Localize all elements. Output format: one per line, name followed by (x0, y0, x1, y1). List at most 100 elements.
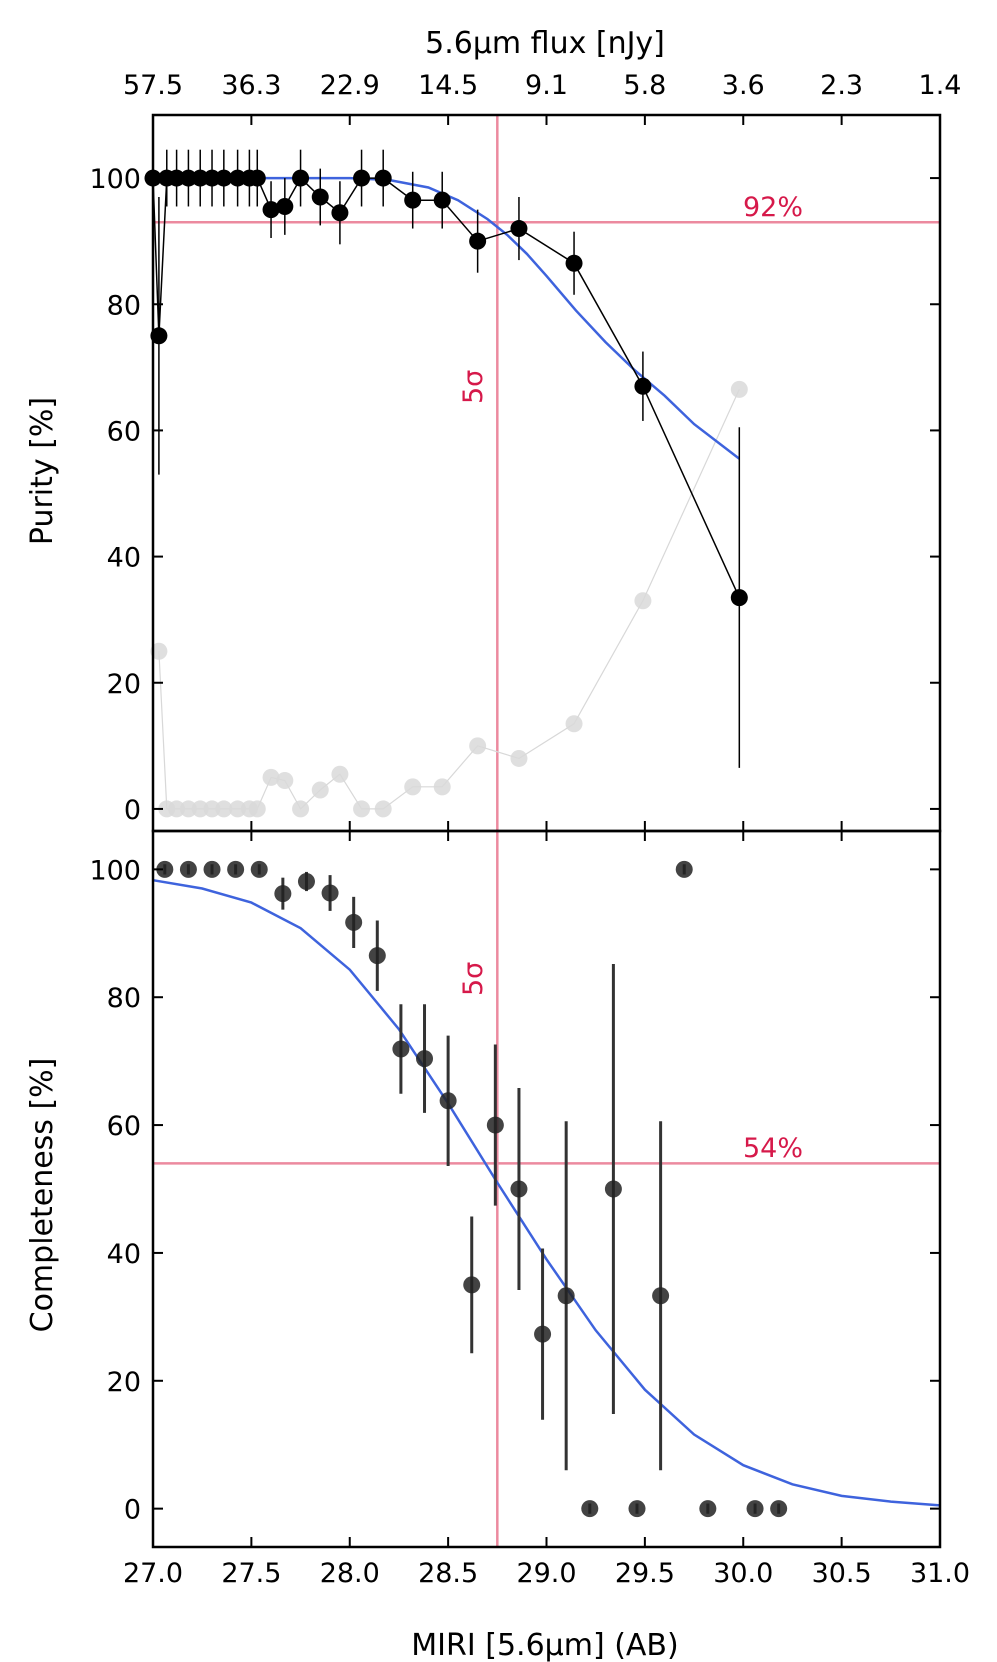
contamination-point (262, 768, 280, 786)
top-tick-label: 57.5 (123, 70, 183, 101)
purity-point (433, 191, 451, 209)
purity-point (510, 220, 528, 238)
purity-point (168, 169, 186, 187)
purity-point (150, 327, 168, 345)
contamination-point (404, 778, 422, 796)
top-tick-label: 5.8 (623, 70, 666, 101)
completeness-ytick-label: 80 (107, 983, 141, 1014)
purity-5sigma-label: 5σ (458, 370, 489, 404)
purity-point (248, 169, 266, 187)
axes: 0 20 40 60 80 100 0 20 40 60 80 100 27.0 27.5 28.0 28.5… (89, 70, 970, 1589)
completeness-point (652, 1287, 670, 1305)
purity-point (730, 589, 748, 607)
contamination-line (158, 389, 740, 810)
purity-point (262, 201, 280, 219)
completeness-point (699, 1500, 717, 1518)
purity-ytick-label: 100 (89, 164, 141, 195)
completeness-ytick-label: 100 (89, 855, 141, 886)
contamination-point (730, 380, 748, 398)
purity-point (311, 188, 329, 206)
x-tick-label: 29.0 (516, 1558, 576, 1589)
completeness-point (250, 860, 268, 878)
completeness-point (345, 913, 363, 931)
top-tick-label: 3.6 (722, 70, 765, 101)
completeness-point (368, 947, 386, 965)
purity-point (353, 169, 371, 187)
contamination-point (565, 715, 583, 733)
completeness-point (439, 1092, 457, 1110)
purity-point (469, 232, 487, 250)
completeness-point (463, 1276, 481, 1294)
x-tick-label: 27.0 (123, 1558, 183, 1589)
x-tick-label: 29.5 (615, 1558, 675, 1589)
purity-point (331, 204, 349, 222)
contamination-point (510, 749, 528, 767)
completeness-point (534, 1325, 552, 1343)
completeness-point (416, 1050, 434, 1068)
completeness-point (321, 884, 339, 902)
contamination-point (215, 800, 233, 818)
top-tick-label: 22.9 (320, 70, 380, 101)
completeness-point (746, 1500, 764, 1518)
top-tick-label: 36.3 (221, 70, 281, 101)
completeness-ytick-label: 60 (107, 1111, 141, 1142)
completeness-point (628, 1500, 646, 1518)
x-tick-label: 28.0 (320, 1558, 380, 1589)
x-tick-label: 28.5 (418, 1558, 478, 1589)
contamination-point (331, 765, 349, 783)
purity-point (565, 254, 583, 272)
contamination-layer (150, 380, 748, 818)
completeness-5sigma-label: 5σ (458, 962, 489, 996)
contamination-point (353, 800, 371, 818)
purity-y-label: Purity [%] (25, 397, 60, 545)
contamination-point (469, 737, 487, 755)
purity-ytick-label: 80 (107, 290, 141, 321)
contamination-point (248, 800, 266, 818)
purity-hline-label: 92% (743, 192, 803, 223)
completeness-point (274, 885, 292, 903)
purity-line (152, 176, 740, 598)
completeness-ytick-label: 20 (107, 1367, 141, 1398)
contamination-point (276, 772, 294, 790)
completeness-point (770, 1500, 788, 1518)
purity-point (292, 169, 310, 187)
purity-point (203, 169, 221, 187)
purity-ytick-label: 40 (107, 543, 141, 574)
contamination-point (191, 800, 209, 818)
purity-point (374, 169, 392, 187)
purity-point (404, 191, 422, 209)
x-axis-label: MIRI [5.6μm] (AB) (411, 1628, 678, 1662)
contamination-point (168, 800, 186, 818)
purity-point (191, 169, 209, 187)
top-tick-label: 1.4 (919, 70, 962, 101)
completeness-point (203, 860, 221, 878)
x-tick-label: 27.5 (221, 1558, 281, 1589)
completeness-point (156, 860, 174, 878)
fit-curves (152, 176, 941, 1507)
contamination-point (433, 778, 451, 796)
contamination-point (179, 800, 197, 818)
completeness-point (604, 1180, 622, 1198)
data-points (144, 149, 788, 1518)
completeness-point (392, 1040, 410, 1058)
purity-point (179, 169, 197, 187)
purity-ytick-label: 0 (124, 795, 141, 826)
purity-ytick-label: 60 (107, 416, 141, 447)
contamination-point (634, 592, 652, 610)
labels: 5.6μm flux [nJy] MIRI [5.6μm] (AB) Purit… (25, 26, 803, 1662)
top-tick-label: 9.1 (525, 70, 568, 101)
completeness-point (510, 1180, 528, 1198)
purity-fit-curve (251, 176, 741, 460)
completeness-y-label: Completeness [%] (25, 1058, 60, 1333)
completeness-point (557, 1287, 575, 1305)
purity-point (215, 169, 233, 187)
completeness-hline-label: 54% (743, 1133, 803, 1164)
completeness-point (581, 1500, 599, 1518)
completeness-point (179, 860, 197, 878)
completeness-point (675, 860, 693, 878)
x-tick-label: 30.5 (812, 1558, 872, 1589)
top-tick-label: 2.3 (820, 70, 863, 101)
contamination-point (229, 800, 247, 818)
completeness-ytick-label: 40 (107, 1239, 141, 1270)
